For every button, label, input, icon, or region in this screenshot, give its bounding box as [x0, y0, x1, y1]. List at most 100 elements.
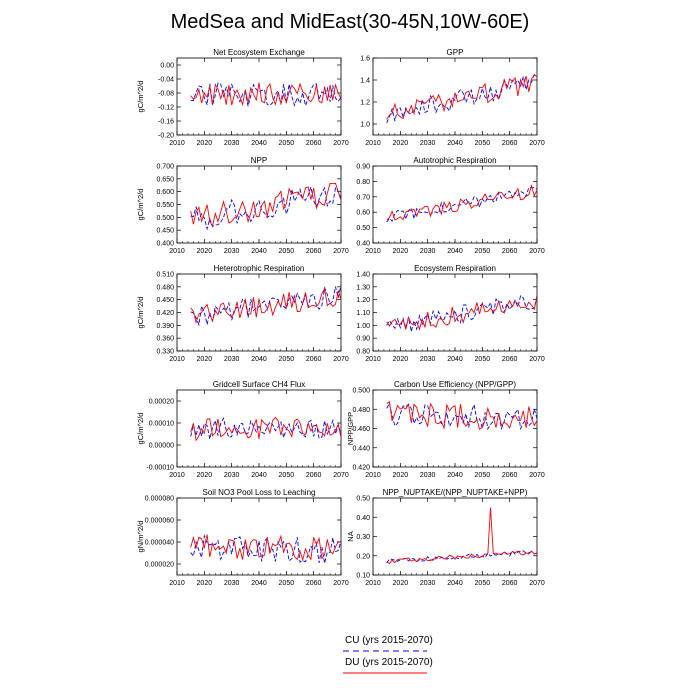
series-line-du	[386, 401, 538, 431]
panel-2: GPP 2010 2020 2030 2040 2050 2060 2070 1.0 1.2 1.4…	[360, 48, 545, 147]
x-tick-label: 2020	[393, 356, 409, 363]
y-tick-label: 0.480	[352, 407, 370, 414]
y-tick-label: 0.420	[352, 465, 370, 472]
series-line-du	[386, 74, 538, 120]
series-line-cu	[386, 295, 538, 332]
plot-frame	[372, 389, 538, 468]
x-tick-label: 2050	[475, 580, 491, 587]
panel-10: NPP_NUPTAKE/(NPP_NUPTAKE+NPP) 2010 2020 203…	[346, 488, 545, 587]
x-tick-label: 2010	[365, 356, 381, 363]
x-tick-label: 2060	[306, 472, 322, 479]
y-tick-label: 0.50	[356, 225, 370, 232]
y-axis-label: gN/m^2/d	[136, 521, 145, 553]
y-tick-label: 0.90	[356, 164, 370, 171]
x-tick-label: 2020	[393, 580, 409, 587]
panel-4: Autotrophic Respiration 2010 2020 2030 2040 2…	[356, 156, 545, 255]
y-tick-label: 0.00	[160, 63, 174, 70]
y-tick-label: 0.450	[156, 297, 174, 304]
y-tick-label: 0.450	[156, 228, 174, 235]
x-tick-label: 2010	[365, 580, 381, 587]
x-tick-label: 2040	[251, 248, 267, 255]
x-tick-label: 2070	[529, 356, 545, 363]
y-axis-label: gC/m^2/d	[136, 413, 145, 445]
y-tick-label: 1.40	[356, 272, 370, 279]
y-axis-label: gC/m^2/d	[136, 81, 145, 113]
x-tick-label: 2020	[197, 140, 213, 147]
x-tick-label: 2060	[306, 140, 322, 147]
y-tick-label: 0.00020	[149, 399, 174, 406]
series-line-du	[386, 183, 538, 221]
panel-title: Net Ecosystem Exchange	[213, 48, 305, 57]
series-line-du	[190, 287, 342, 325]
y-tick-label: 0.00000	[149, 443, 174, 450]
y-tick-label: 1.4	[360, 78, 370, 85]
y-tick-label: 0.000060	[145, 518, 174, 525]
y-tick-label: -0.04	[158, 77, 174, 84]
x-tick-label: 2050	[279, 472, 295, 479]
y-tick-label: 0.50	[356, 496, 370, 503]
y-tick-label: 0.10	[356, 573, 370, 580]
x-tick-label: 2030	[420, 356, 436, 363]
x-tick-label: 2030	[224, 356, 240, 363]
x-tick-label: 2020	[393, 472, 409, 479]
x-tick-label: 2050	[279, 356, 295, 363]
x-tick-label: 2010	[365, 248, 381, 255]
x-tick-label: 2060	[306, 356, 322, 363]
x-tick-label: 2020	[197, 248, 213, 255]
y-tick-label: 0.510	[156, 272, 174, 279]
y-tick-label: 1.0	[360, 122, 370, 129]
y-axis-label: gC/m^2/d	[136, 297, 145, 329]
y-tick-label: 0.30	[356, 534, 370, 541]
figure-title: MedSea and MidEast(30-45N,10W-60E)	[171, 11, 530, 33]
x-tick-label: 2060	[502, 472, 518, 479]
x-tick-label: 2060	[306, 580, 322, 587]
x-tick-label: 2030	[224, 140, 240, 147]
y-tick-label: 0.80	[356, 179, 370, 186]
x-tick-label: 2060	[502, 140, 518, 147]
series-line-cu	[386, 73, 538, 124]
panel-title: Carbon Use Efficiency (NPP/GPP)	[394, 380, 516, 389]
legend	[343, 650, 427, 674]
panel-5: Heterotrophic Respiration 2010 2020 2030 204…	[136, 264, 349, 363]
y-tick-label: -0.00010	[146, 465, 174, 472]
panel-8: Carbon Use Efficiency (NPP/GPP) 2010 2020 2…	[346, 380, 545, 479]
x-tick-label: 2040	[251, 472, 267, 479]
x-tick-label: 2020	[197, 472, 213, 479]
y-tick-label: 1.6	[360, 56, 370, 63]
x-tick-label: 2030	[224, 248, 240, 255]
x-tick-label: 2040	[447, 356, 463, 363]
plot-frame	[372, 273, 538, 352]
panel-title: Autotrophic Respiration	[413, 156, 496, 165]
x-tick-label: 2040	[251, 356, 267, 363]
x-tick-label: 2030	[420, 140, 436, 147]
x-tick-label: 2030	[420, 248, 436, 255]
x-tick-label: 2010	[169, 248, 185, 255]
legend-label-cu: CU (yrs 2015-2070)	[345, 635, 433, 646]
y-tick-label: 0.390	[156, 323, 174, 330]
plot-frame	[176, 57, 342, 136]
y-tick-label: -0.20	[158, 133, 174, 140]
x-tick-label: 2050	[475, 356, 491, 363]
x-tick-label: 2060	[502, 356, 518, 363]
series-line-cu	[190, 534, 342, 564]
x-tick-label: 2070	[333, 580, 349, 587]
y-tick-label: 0.00010	[149, 421, 174, 428]
x-tick-label: 2060	[502, 248, 518, 255]
series-line-du	[190, 182, 342, 228]
series-line-du	[386, 507, 538, 564]
panel-3: NPP 2010 2020 2030 2040 2050 2060 2070 0.400 0.45…	[136, 156, 349, 255]
x-tick-label: 2050	[475, 472, 491, 479]
series-line-du	[190, 416, 342, 442]
panel-title: NPP_NUPTAKE/(NPP_NUPTAKE+NPP)	[383, 488, 528, 497]
x-tick-label: 2010	[365, 140, 381, 147]
y-tick-label: 0.60	[356, 210, 370, 217]
y-tick-label: 0.500	[352, 388, 370, 395]
series-line-cu	[386, 550, 538, 564]
x-tick-label: 2040	[251, 580, 267, 587]
panel-title: Heterotrophic Respiration	[214, 264, 305, 273]
y-tick-label: 0.80	[356, 349, 370, 356]
y-tick-label: 1.30	[356, 284, 370, 291]
panel-1: Net Ecosystem Exchange 2010 2020 2030 2040 20…	[136, 48, 349, 147]
x-tick-label: 2040	[447, 580, 463, 587]
